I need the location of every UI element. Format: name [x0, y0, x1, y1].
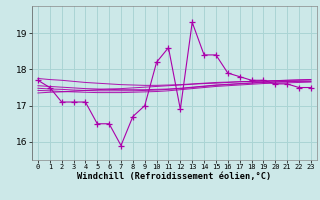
X-axis label: Windchill (Refroidissement éolien,°C): Windchill (Refroidissement éolien,°C) [77, 172, 272, 181]
